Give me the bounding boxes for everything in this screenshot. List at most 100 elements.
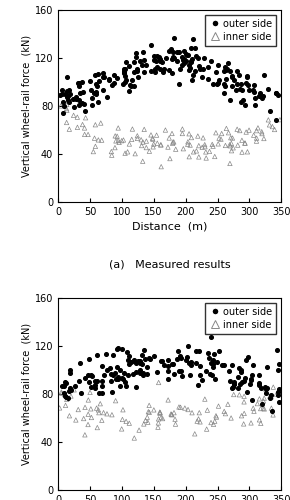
Point xyxy=(142,354,147,362)
Point xyxy=(77,90,82,98)
Point xyxy=(166,46,171,54)
Point xyxy=(226,400,230,408)
Point xyxy=(239,412,244,420)
Point xyxy=(219,130,224,138)
Point xyxy=(242,410,246,418)
Point xyxy=(136,356,140,364)
Text: (a)   Measured results: (a) Measured results xyxy=(109,260,231,270)
Point xyxy=(92,380,97,388)
Point xyxy=(68,368,72,376)
Point xyxy=(63,394,68,402)
Point xyxy=(159,141,163,149)
Point xyxy=(88,77,93,85)
Point xyxy=(151,406,156,414)
Point xyxy=(230,134,235,142)
Point xyxy=(211,363,215,371)
Point xyxy=(222,82,227,90)
Point xyxy=(230,72,235,80)
Point xyxy=(197,347,202,355)
Point xyxy=(238,366,243,374)
Point xyxy=(261,397,266,405)
Point xyxy=(132,82,136,90)
Point xyxy=(197,153,201,161)
Point xyxy=(171,360,175,368)
Point xyxy=(231,378,236,386)
Point xyxy=(100,362,104,370)
Point xyxy=(137,370,142,378)
Point xyxy=(266,116,271,124)
Point xyxy=(68,366,72,374)
Point xyxy=(155,368,159,376)
Point xyxy=(68,90,72,98)
Point xyxy=(120,374,124,382)
Point xyxy=(222,408,226,416)
Point xyxy=(181,56,186,64)
Point xyxy=(63,90,68,98)
Point xyxy=(257,381,262,389)
Point xyxy=(277,384,282,392)
Point xyxy=(129,136,134,143)
Point xyxy=(249,396,254,404)
Point xyxy=(105,94,110,102)
Point xyxy=(198,371,203,379)
Point xyxy=(64,100,69,108)
Point xyxy=(274,90,278,98)
Point xyxy=(69,392,73,400)
Point xyxy=(189,361,193,369)
Point xyxy=(186,406,190,413)
X-axis label: Distance  (m): Distance (m) xyxy=(132,221,207,231)
Point xyxy=(117,138,122,146)
Point xyxy=(228,377,232,385)
Point xyxy=(213,375,218,383)
Point xyxy=(62,389,67,397)
Point xyxy=(229,414,233,422)
Point xyxy=(211,356,216,364)
Point xyxy=(240,86,244,94)
Point xyxy=(178,367,183,375)
Point xyxy=(189,56,194,64)
Point xyxy=(92,134,97,142)
Point xyxy=(262,71,267,79)
Point xyxy=(147,402,151,409)
Point xyxy=(159,414,163,422)
Point xyxy=(122,68,126,76)
Point xyxy=(100,388,105,396)
Point xyxy=(178,352,183,360)
Point xyxy=(61,109,66,117)
Point xyxy=(139,62,144,70)
Point xyxy=(253,101,258,109)
Point xyxy=(81,100,86,108)
Point xyxy=(182,54,186,62)
Point xyxy=(147,408,152,416)
Point xyxy=(180,53,185,61)
Point xyxy=(137,57,142,65)
Point xyxy=(96,70,101,78)
Point xyxy=(254,126,259,134)
Point xyxy=(142,56,146,64)
Point xyxy=(269,404,274,412)
Point xyxy=(67,412,72,420)
Point xyxy=(115,344,120,352)
Point xyxy=(99,416,104,424)
Point xyxy=(105,410,109,418)
Point xyxy=(188,358,193,366)
Point xyxy=(146,408,151,416)
Point xyxy=(190,76,194,84)
Point xyxy=(76,79,81,87)
Point xyxy=(276,91,280,99)
Point xyxy=(130,76,134,84)
Point xyxy=(189,134,194,141)
Point xyxy=(75,124,80,132)
Point xyxy=(115,364,119,372)
Point xyxy=(106,76,111,84)
Point xyxy=(127,62,132,70)
Point xyxy=(191,71,195,79)
Point xyxy=(190,408,194,416)
Point xyxy=(161,68,165,76)
Point xyxy=(262,134,266,142)
Point xyxy=(173,145,178,153)
Point xyxy=(104,366,109,374)
Point xyxy=(134,66,139,74)
Point xyxy=(116,344,120,351)
Point xyxy=(65,93,70,101)
